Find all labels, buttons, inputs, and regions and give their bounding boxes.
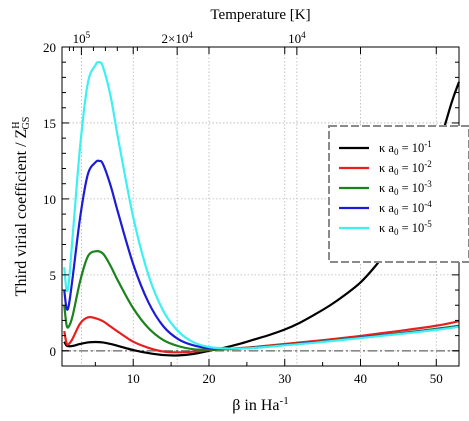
legend-label: κ a0 = 10-4 (379, 199, 432, 217)
y-tick-label: 0 (50, 344, 57, 359)
x-tick-label: 10 (127, 371, 140, 386)
legend-items: κ a0 = 10-1 κ a0 = 10-2 κ a0 = 10-3 κ a0 = … (339, 139, 432, 237)
legend-label: κ a0 = 10-2 (379, 159, 432, 177)
x-axis-title: β in Ha-1 (232, 395, 288, 414)
legend-label: κ a0 = 10-1 (379, 139, 432, 157)
y-tick-label: 5 (50, 268, 57, 283)
top-tick-label: 2×104 (161, 30, 193, 46)
top-tick-label: 105 (73, 30, 91, 46)
y-tick-label: 20 (43, 40, 56, 55)
y-tick-label: 15 (43, 116, 56, 131)
y-axis-title: Third virial coefficient / ZHGS (11, 117, 32, 297)
series-line (63, 315, 460, 354)
x-tick-label: 50 (430, 371, 443, 386)
axis-ticks: 10 20 30 40 50 0 5 10 15 20 105 2×104 104 (43, 30, 459, 386)
legend: κ a0 = 10-1 κ a0 = 10-2 κ a0 = 10-3 κ a0 = … (328, 125, 469, 263)
grid-lines (62, 47, 459, 366)
series-line (63, 60, 460, 350)
x-tick-label: 20 (202, 371, 215, 386)
top-tick-label: 104 (288, 30, 306, 46)
x-tick-label: 40 (354, 371, 367, 386)
legend-label: κ a0 = 10-3 (379, 179, 432, 197)
y-tick-label: 10 (43, 192, 56, 207)
legend-label: κ a0 = 10-5 (379, 219, 432, 237)
top-axis-title: Temperature [K] (210, 7, 310, 23)
x-tick-label: 30 (278, 371, 291, 386)
